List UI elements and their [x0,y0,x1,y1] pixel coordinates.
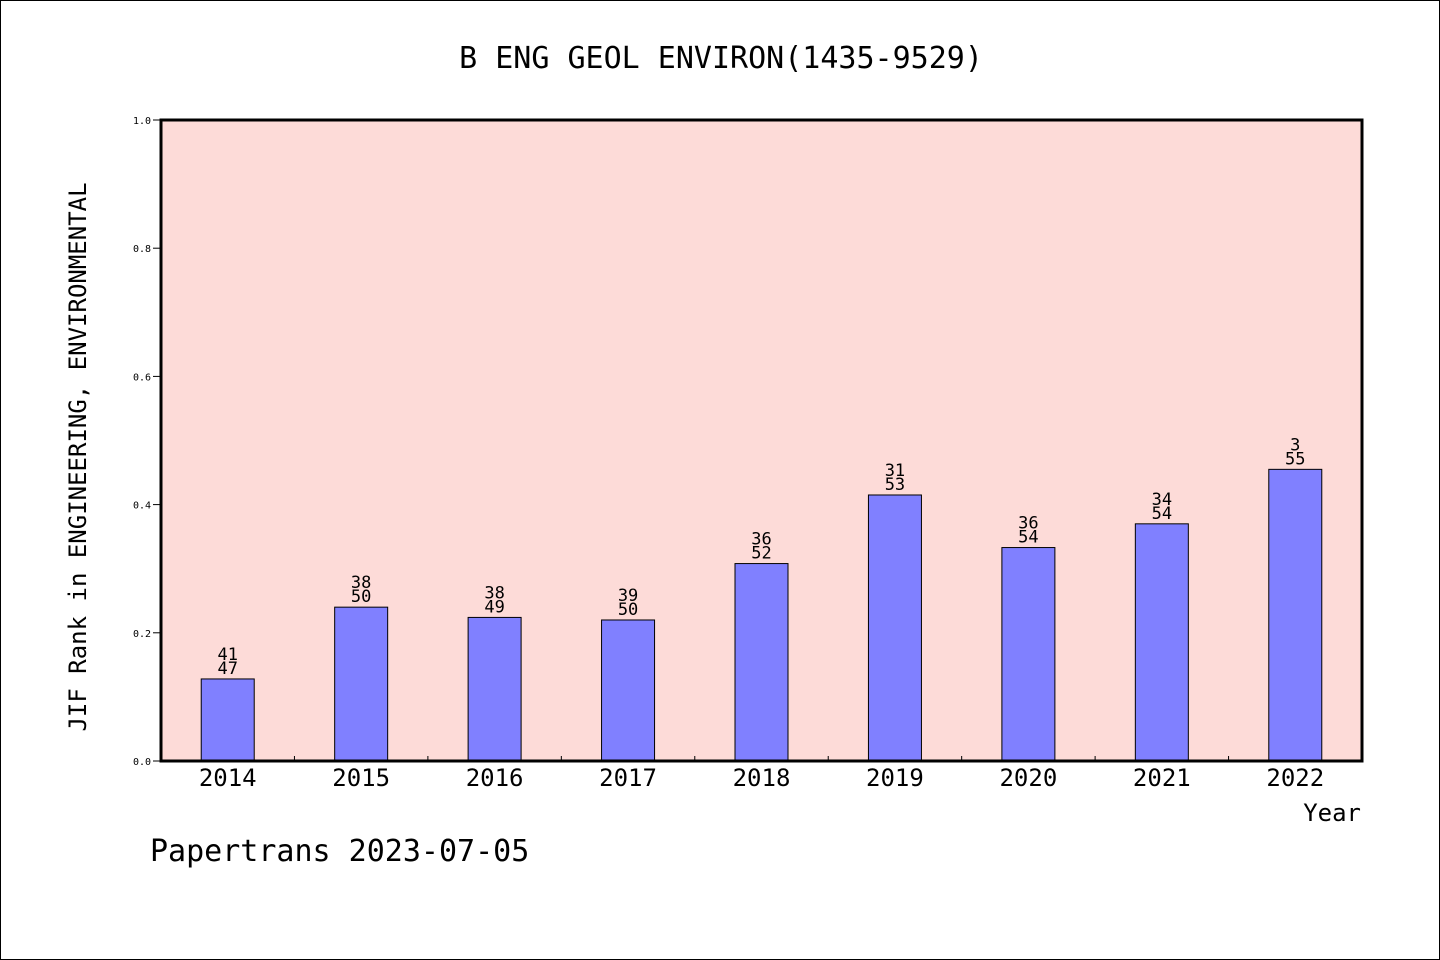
rank-label-2017: 39 [618,586,638,606]
y-tick-label: 0.4 [133,501,151,512]
total-label-2021: 54 [1152,504,1172,524]
total-label-2019: 53 [885,475,905,495]
total-label-2015: 50 [351,587,371,607]
x-tick-label-2020: 2020 [999,764,1057,792]
total-label-2014: 47 [217,659,237,679]
bar-2015 [334,606,389,762]
x-tick-label-2018: 2018 [733,764,791,792]
bar-2020 [1001,547,1056,762]
y-tick-label: 0.8 [133,244,151,255]
rank-label-2015: 38 [351,573,371,593]
y-axis-label: JIF Rank in ENGINEERING, ENVIRONMENTAL [64,182,92,731]
y-axis: 0.0 0.2 0.4 0.6 0.8 1.0 [133,116,161,768]
y-tick-label: 1.0 [133,116,151,127]
bar-2019 [867,494,922,762]
y-tick-label: 0.2 [133,629,151,640]
y-tick-label: 0.6 [133,372,151,383]
plot-border [159,118,1364,763]
rank-label-2021: 34 [1152,490,1172,510]
total-label-2018: 52 [751,544,771,564]
rank-label-2020: 36 [1018,514,1038,534]
bar-2016 [467,616,522,762]
bar-2021 [1134,523,1189,762]
bar-2017 [601,619,656,762]
x-tick-label-2016: 2016 [466,764,524,792]
x-tick-label-2022: 2022 [1266,764,1324,792]
bar-2014 [200,678,255,762]
bars-layer [200,468,1323,762]
bar-2022 [1268,468,1323,762]
chart-title: B ENG GEOL ENVIRON(1435-9529) [459,41,983,76]
total-label-2017: 50 [618,600,638,620]
total-label-2016: 49 [484,597,504,617]
x-tick-label-2015: 2015 [332,764,390,792]
rank-label-2018: 36 [751,530,771,550]
rank-label-2014: 41 [217,645,237,665]
x-axis: 2014 2015 2016 2017 2018 2019 2020 2021 2022 [199,756,1324,792]
x-tick-label-2021: 2021 [1133,764,1191,792]
x-tick-label-2014: 2014 [199,764,257,792]
y-tick-label: 0.0 [133,757,151,768]
x-axis-label: Year [1303,799,1361,827]
x-tick-label-2019: 2019 [866,764,924,792]
footer-credit: Papertrans 2023-07-05 [150,834,530,869]
total-label-2020: 54 [1018,528,1038,548]
rank-label-2019: 31 [885,461,905,481]
rank-label-2022: 3 [1290,435,1300,455]
bar-2018 [734,563,789,762]
total-label-2022: 55 [1285,449,1305,469]
rank-label-2016: 38 [484,583,504,603]
x-tick-label-2017: 2017 [599,764,657,792]
